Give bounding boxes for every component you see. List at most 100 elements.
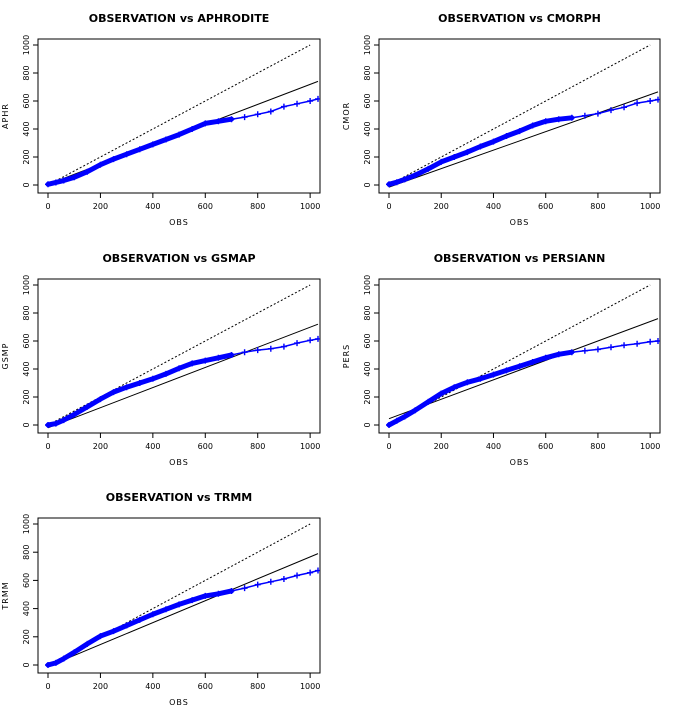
x-tick-label: 600 bbox=[198, 442, 213, 451]
x-tick-label: 400 bbox=[145, 682, 160, 691]
x-tick-label: 200 bbox=[434, 442, 449, 451]
data-point bbox=[438, 158, 445, 165]
data-point bbox=[568, 114, 575, 121]
x-tick-label: 800 bbox=[250, 442, 265, 451]
x-tick-label: 1000 bbox=[300, 682, 320, 691]
x-tick-label: 1000 bbox=[300, 202, 320, 211]
data-point bbox=[123, 151, 130, 158]
data-point bbox=[503, 367, 510, 374]
data-point bbox=[254, 347, 261, 354]
data-point bbox=[477, 375, 484, 382]
x-axis-label: OBS bbox=[169, 698, 189, 707]
data-point bbox=[267, 108, 274, 115]
x-tick-label: 600 bbox=[198, 202, 213, 211]
reference-line bbox=[47, 44, 311, 186]
data-point bbox=[594, 346, 601, 353]
data-point bbox=[110, 156, 117, 163]
chart-title: OBSERVATION vs CMORPH bbox=[438, 12, 601, 25]
chart-panel-5: OBSERVATION vs TRMM 0 200 400 600 800 1000 0 200… bbox=[1, 491, 321, 707]
data-point bbox=[149, 611, 156, 618]
y-tick-label: 200 bbox=[22, 149, 31, 164]
data-point bbox=[84, 640, 91, 647]
x-axis-label: OBS bbox=[169, 218, 189, 227]
data-point bbox=[647, 338, 654, 345]
y-tick-label: 0 bbox=[22, 662, 31, 667]
data-point bbox=[647, 98, 654, 104]
data-curve-tail bbox=[388, 340, 659, 426]
data-point bbox=[280, 575, 287, 582]
data-point bbox=[162, 136, 169, 143]
data-point bbox=[555, 351, 562, 358]
data-point bbox=[393, 417, 400, 424]
data-point bbox=[503, 133, 510, 139]
y-tick-label: 800 bbox=[363, 305, 372, 320]
plot-content bbox=[386, 284, 660, 428]
x-tick-label: 0 bbox=[45, 202, 50, 211]
plot-content bbox=[45, 523, 320, 668]
data-point bbox=[294, 100, 301, 107]
data-point bbox=[241, 114, 248, 121]
y-axis-label: PERS bbox=[342, 344, 351, 369]
chart-title: OBSERVATION vs GSMAP bbox=[102, 252, 255, 265]
y-tick-label: 0 bbox=[22, 422, 31, 427]
chart-title: OBSERVATION vs PERSIANN bbox=[434, 252, 606, 265]
y-tick-label: 800 bbox=[363, 65, 372, 80]
y-axis-label: TRMM bbox=[1, 581, 10, 610]
data-point bbox=[215, 590, 222, 597]
data-point bbox=[202, 592, 209, 599]
x-tick-label: 200 bbox=[93, 442, 108, 451]
x-tick-label: 1000 bbox=[640, 442, 660, 451]
y-tick-label: 600 bbox=[22, 93, 31, 108]
x-tick-label: 200 bbox=[434, 202, 449, 211]
data-point bbox=[401, 176, 408, 183]
data-point bbox=[241, 349, 248, 356]
y-tick-label: 1000 bbox=[22, 275, 31, 295]
data-point bbox=[71, 649, 78, 656]
fit-line bbox=[388, 91, 659, 188]
data-point bbox=[315, 95, 320, 102]
y-tick-label: 1000 bbox=[363, 35, 372, 55]
x-axis-label: OBS bbox=[510, 458, 530, 467]
fit-line bbox=[47, 323, 319, 429]
fit-line bbox=[388, 318, 659, 420]
data-point bbox=[267, 345, 274, 352]
x-tick-label: 0 bbox=[386, 442, 391, 451]
data-point bbox=[451, 154, 458, 160]
y-tick-label: 600 bbox=[22, 333, 31, 348]
x-tick-label: 600 bbox=[198, 682, 213, 691]
data-point bbox=[280, 343, 287, 350]
data-point bbox=[386, 181, 392, 188]
y-tick-label: 1000 bbox=[22, 35, 31, 55]
data-point bbox=[307, 569, 314, 576]
x-axis-label: OBS bbox=[510, 218, 530, 227]
data-point bbox=[386, 422, 392, 428]
data-point bbox=[215, 118, 222, 125]
data-point bbox=[45, 181, 51, 188]
chart-title: OBSERVATION vs TRMM bbox=[106, 491, 252, 504]
data-point bbox=[123, 622, 130, 629]
data-point bbox=[60, 655, 67, 662]
y-tick-label: 400 bbox=[363, 361, 372, 376]
chart-title: OBSERVATION vs APHRODITE bbox=[89, 12, 269, 25]
y-tick-label: 800 bbox=[22, 545, 31, 560]
x-tick-label: 1000 bbox=[640, 202, 660, 211]
y-tick-label: 0 bbox=[363, 182, 372, 187]
data-point bbox=[149, 141, 156, 148]
reference-line bbox=[388, 44, 651, 186]
data-point bbox=[490, 138, 497, 145]
data-point bbox=[176, 365, 183, 372]
data-point bbox=[542, 118, 549, 125]
chart-panel-4: OBSERVATION vs PERSIANN 0 200 400 600 800 1000… bbox=[342, 252, 661, 467]
data-point bbox=[52, 420, 59, 427]
y-tick-label: 0 bbox=[22, 182, 31, 187]
data-point bbox=[228, 587, 235, 594]
data-point bbox=[294, 340, 301, 347]
data-point bbox=[189, 360, 196, 367]
y-tick-label: 600 bbox=[363, 93, 372, 108]
data-point bbox=[451, 384, 458, 391]
data-point bbox=[490, 371, 497, 378]
data-point bbox=[294, 572, 301, 579]
y-tick-label: 800 bbox=[22, 305, 31, 320]
y-tick-label: 200 bbox=[363, 149, 372, 164]
chart-panel-3: OBSERVATION vs GSMAP 0 200 400 600 800 1000 0 20… bbox=[1, 252, 321, 467]
